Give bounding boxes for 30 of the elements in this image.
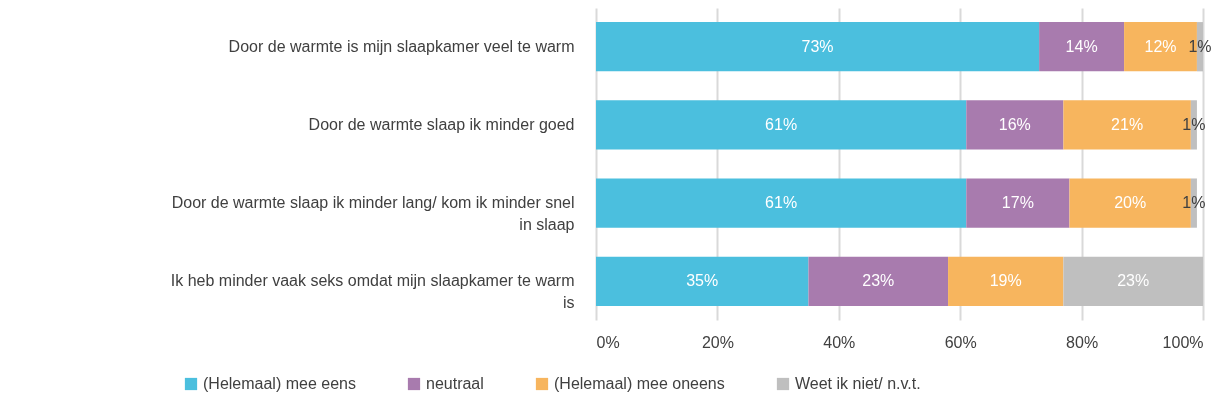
legend-label: neutraal (426, 375, 484, 392)
data-label: 61% (765, 194, 798, 212)
data-label: 73% (801, 37, 834, 55)
legend-label: Weet ik niet/ n.v.t. (795, 375, 921, 392)
data-label: 12% (1144, 37, 1177, 55)
data-label: 23% (1117, 272, 1150, 290)
data-label: 16% (998, 115, 1031, 133)
x-tick-label: 40% (823, 333, 856, 351)
legend-label: (Helemaal) mee eens (203, 375, 356, 392)
data-label: 35% (686, 272, 719, 290)
y-tick-label: Door de warmte slaap ik minder goed (308, 115, 575, 133)
y-tick-label: Door de warmte slaap ik minder lang/ kom ik minder snel in slaap (171, 194, 575, 234)
legend-label: (Helemaal) mee oneens (554, 375, 725, 392)
data-label: 19% (989, 272, 1022, 290)
x-tick-label: 60% (944, 333, 977, 351)
data-label: 17% (1001, 194, 1034, 212)
data-label: 1% (1182, 194, 1206, 212)
x-tick-label: 20% (701, 333, 734, 351)
y-tick-label: Door de warmte is mijn slaapkamer veel te warm (228, 37, 575, 55)
data-label: 1% (1188, 37, 1212, 55)
data-label: 14% (1065, 37, 1098, 55)
x-tick-label: 100% (1162, 333, 1204, 351)
y-tick-label: Ik heb minder vaak seks omdat mijn slaapkamer te warm is (170, 272, 575, 312)
data-label: 61% (765, 115, 798, 133)
x-tick-label: 0% (596, 333, 620, 351)
x-tick-label: 80% (1066, 333, 1099, 351)
data-label: 1% (1182, 115, 1206, 133)
data-label: 21% (1111, 115, 1144, 133)
data-label: 23% (862, 272, 895, 290)
data-label: 20% (1114, 194, 1147, 212)
